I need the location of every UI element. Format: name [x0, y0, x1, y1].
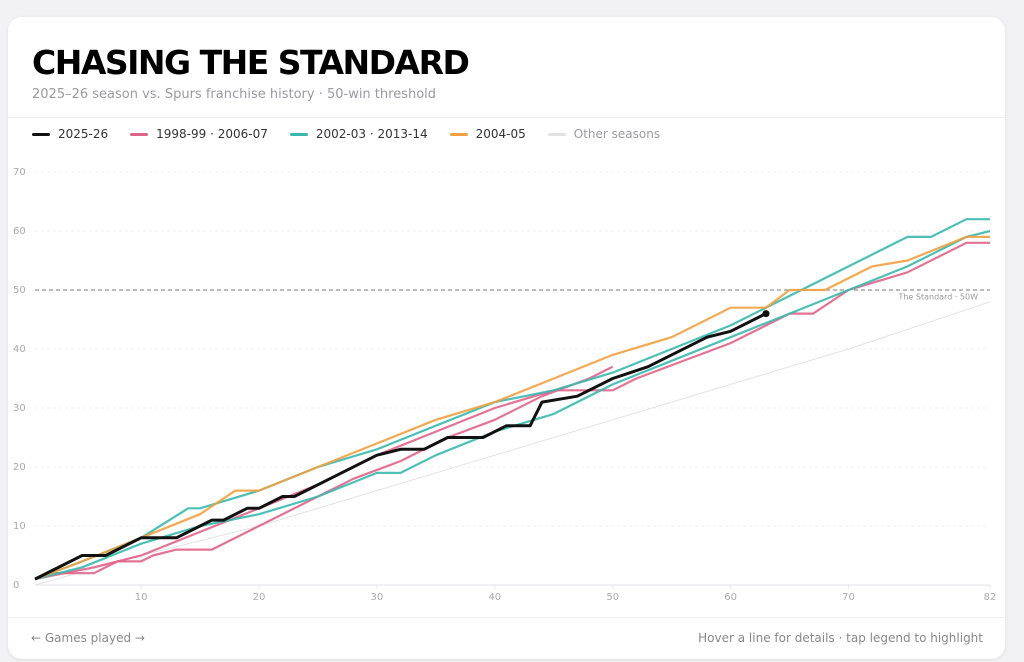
footer-note: ← Games played → — [31, 631, 145, 645]
x-tick-label: 82 — [984, 592, 997, 603]
legend-item[interactable]: Other seasons — [547, 127, 661, 141]
legend-label: 2002-03 · 2013-14 — [315, 127, 428, 141]
season-line[interactable] — [34, 365, 614, 581]
season-line[interactable] — [34, 235, 990, 581]
y-tick-label: 20 — [13, 462, 26, 473]
chart: 0 10 20 30 40 50 60 70 10 20 30 40 50 60 70 82 The Stand… — [13, 167, 997, 603]
threshold-label: The Standard · 50W — [897, 293, 978, 302]
current-point — [762, 310, 770, 318]
x-tick-label: 30 — [371, 592, 384, 603]
legend-item[interactable]: 2025-26 — [32, 127, 108, 141]
legend-item[interactable]: 2002-03 · 2013-14 — [289, 127, 428, 141]
subtitle: 2025–26 season vs. Spurs franchise histo… — [32, 87, 437, 102]
y-tick-label: 30 — [13, 403, 26, 414]
other-season-line — [34, 301, 991, 586]
x-tick-label: 40 — [488, 592, 501, 603]
season-line[interactable] — [34, 229, 991, 581]
title: CHASING THE STANDARD — [32, 43, 470, 82]
legend-item[interactable]: 2004-05 — [449, 127, 526, 141]
x-tick-label: 10 — [135, 592, 148, 603]
divider — [8, 117, 1005, 118]
legend-label: 2004-05 — [475, 127, 526, 141]
y-tick-label: 40 — [13, 344, 26, 355]
y-tick-label: 0 — [13, 580, 19, 591]
legend-swatch — [32, 132, 50, 136]
legend-item[interactable]: 1998-99 · 2006-07 — [130, 127, 268, 141]
x-tick-label: 70 — [842, 592, 855, 603]
season-line[interactable] — [34, 312, 767, 581]
y-tick-label: 70 — [13, 167, 26, 178]
season-line[interactable] — [34, 218, 990, 581]
legend-swatch — [289, 132, 308, 136]
x-tick-label: 20 — [253, 592, 266, 603]
legend-swatch — [130, 132, 149, 136]
y-tick-label: 50 — [13, 285, 26, 296]
legend-swatch — [449, 132, 468, 136]
footer-hint: Hover a line for details · tap legend to… — [698, 631, 983, 645]
legend-label: 2025-26 — [58, 127, 109, 141]
legend-label: Other seasons — [573, 127, 661, 141]
card: CHASING THE STANDARD 2025–26 season vs. … — [8, 17, 1005, 659]
legend-swatch — [547, 132, 566, 136]
x-tick-label: 50 — [606, 592, 619, 603]
x-tick-label: 60 — [724, 592, 737, 603]
legend: 2025-26 1998-99 · 2006-07 2002-03 · 2013-1… — [32, 127, 660, 141]
divider — [8, 617, 1005, 618]
legend-label: 1998-99 · 2006-07 — [156, 127, 268, 141]
y-tick-label: 60 — [13, 226, 26, 237]
y-tick-label: 10 — [13, 521, 26, 532]
